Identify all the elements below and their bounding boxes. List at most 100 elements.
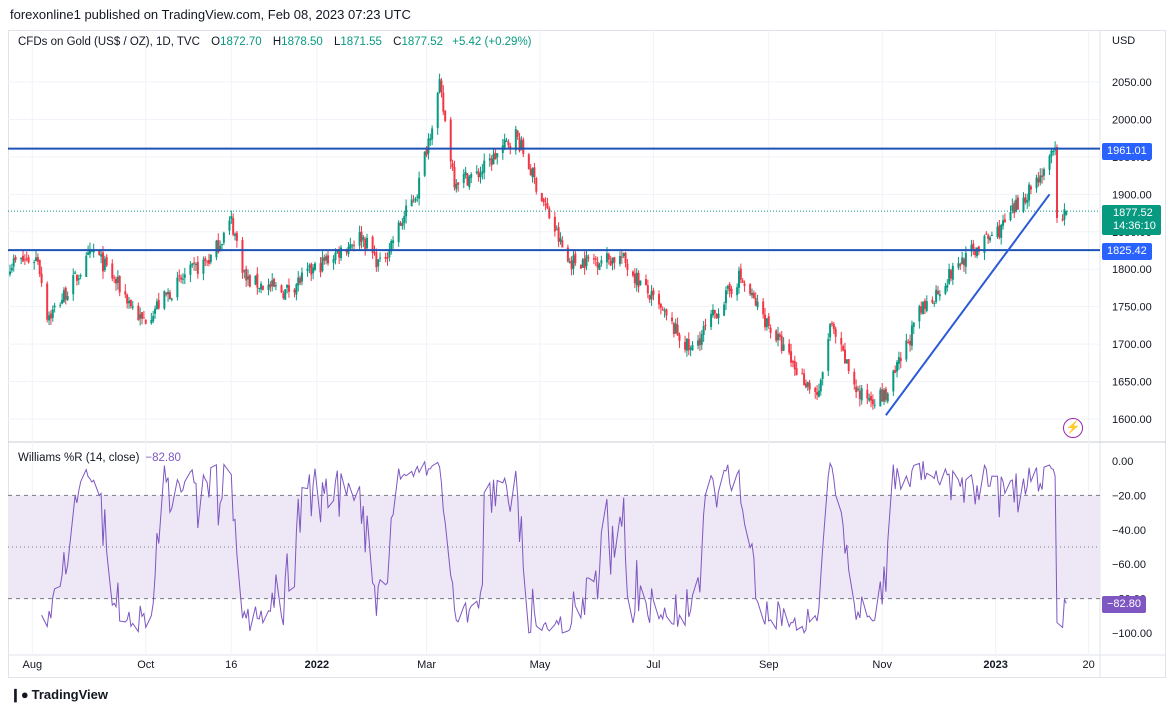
candle-body — [79, 275, 82, 277]
candle-body — [313, 263, 316, 270]
candle-body — [1029, 186, 1032, 190]
candle-body — [144, 319, 147, 324]
candle-body — [806, 381, 809, 387]
candle-body — [163, 291, 166, 309]
candle-body — [375, 252, 378, 268]
candle-body — [165, 292, 168, 295]
candle-body — [531, 168, 534, 178]
candle-body — [847, 359, 850, 371]
candle-body — [622, 252, 625, 257]
candle-body — [843, 349, 846, 364]
candle-body — [260, 283, 263, 290]
candle-body — [1013, 202, 1016, 214]
candle-body — [871, 399, 874, 405]
candle-body — [832, 323, 835, 330]
low-value: 1871.55 — [340, 36, 382, 48]
candle-body — [215, 240, 218, 258]
time-tick-label: 20 — [1082, 659, 1094, 671]
candle-body — [1016, 197, 1019, 210]
candle-body — [451, 163, 454, 168]
candle-body — [907, 342, 910, 344]
candle-body — [626, 263, 629, 270]
candle-body — [542, 198, 545, 203]
candle-body — [870, 396, 873, 401]
candle-body — [737, 270, 740, 288]
candle-body — [684, 341, 687, 350]
candle-body — [561, 240, 564, 248]
candle-body — [689, 348, 692, 350]
candle-body — [64, 287, 67, 300]
candle-body — [957, 263, 960, 268]
wr-band — [8, 495, 1100, 599]
candle-body — [1003, 219, 1006, 223]
candle-body — [300, 272, 303, 282]
candle-body — [373, 252, 376, 254]
open-value: 1872.70 — [220, 36, 262, 48]
candle-body — [418, 177, 421, 199]
candle-body — [457, 182, 460, 185]
candle-body — [631, 271, 634, 276]
candle-body — [566, 247, 569, 262]
candle-body — [308, 265, 311, 268]
candle-body — [35, 257, 38, 261]
candle-body — [817, 390, 820, 397]
candle-body — [920, 306, 923, 313]
candle-body — [780, 335, 783, 351]
candle-body — [938, 294, 941, 297]
candle-body — [829, 323, 832, 338]
candle-body — [896, 362, 899, 372]
candle-body — [866, 389, 869, 399]
candle-body — [648, 295, 651, 300]
candle-body — [996, 226, 999, 237]
candle-body — [700, 334, 703, 345]
candle-body — [905, 340, 908, 360]
candle-body — [548, 208, 551, 219]
support-price-tag: 1825.42 — [1102, 243, 1152, 260]
candle-body — [364, 238, 367, 250]
candle-body — [66, 295, 69, 300]
candle-body — [455, 183, 458, 190]
countdown-value: 14:36:10 — [1113, 220, 1156, 232]
candle-body — [830, 323, 833, 325]
candle-body — [873, 404, 876, 406]
candle-body — [49, 313, 52, 319]
candle-body — [51, 309, 54, 318]
time-tick-label: May — [530, 659, 551, 671]
candle-body — [462, 174, 465, 184]
candle-body — [116, 276, 119, 283]
candle-body — [933, 302, 936, 304]
candle-body — [678, 334, 681, 341]
candle-body — [392, 240, 395, 244]
time-tick-label: Nov — [872, 659, 892, 671]
candle-body — [77, 278, 80, 280]
candle-body — [676, 324, 679, 336]
candle-body — [936, 290, 939, 295]
candle-body — [431, 128, 434, 140]
candle-body — [405, 205, 408, 217]
candle-body — [717, 313, 720, 319]
lightning-icon[interactable]: ⚡ — [1063, 418, 1083, 438]
candle-body — [765, 318, 768, 328]
candle-body — [25, 258, 28, 260]
candle-body — [386, 257, 389, 259]
candle-body — [949, 270, 952, 279]
low-label: L — [333, 36, 341, 48]
high-label: H — [272, 36, 282, 48]
candle-body — [516, 130, 519, 137]
candle-body — [423, 151, 426, 176]
candle-body — [659, 304, 662, 308]
candle-body — [477, 171, 480, 178]
candle-body — [985, 233, 988, 235]
candle-body — [414, 198, 417, 201]
candle-body — [379, 257, 382, 259]
candle-body — [23, 259, 26, 261]
candle-body — [923, 300, 926, 309]
candle-body — [481, 171, 484, 174]
candle-body — [821, 372, 824, 379]
tradingview-footer: ❙● TradingView — [10, 687, 108, 703]
candle-body — [728, 283, 731, 291]
candle-body — [468, 176, 471, 188]
candle-body — [857, 388, 859, 391]
candle-body — [894, 369, 897, 373]
